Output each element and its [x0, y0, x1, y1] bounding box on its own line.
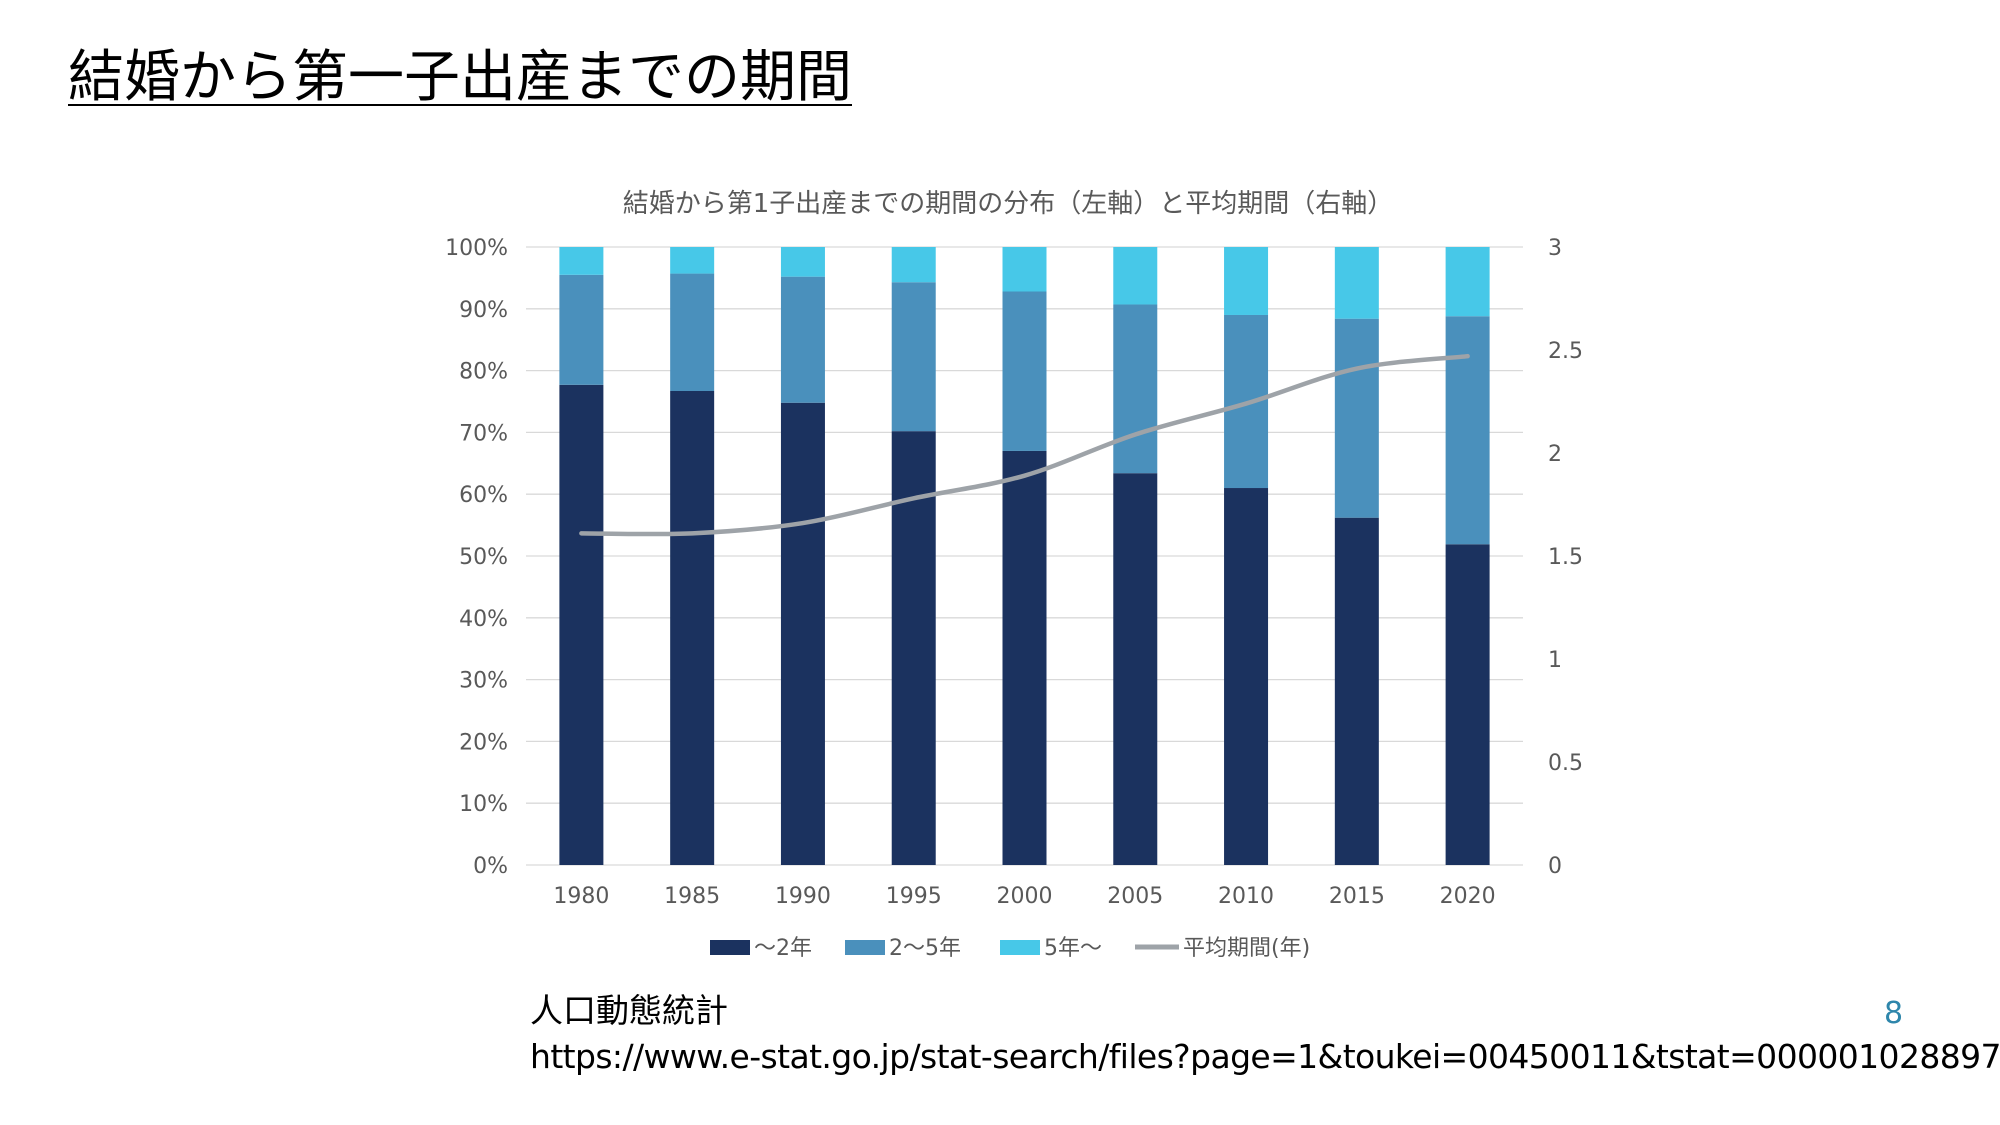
y-right-tick-label: 1.5	[1548, 545, 1583, 570]
bar-segment-1	[780, 402, 825, 865]
y-left-tick-label: 50%	[459, 545, 508, 570]
y-left-tick-label: 10%	[459, 792, 508, 817]
bar-segment-1	[559, 384, 604, 865]
legend-label: ～2年	[754, 936, 812, 961]
right-axis-ticks: 0 0.5 1 1.5 2 2.5 3	[1548, 236, 1583, 879]
bar-segment-3	[1113, 247, 1158, 305]
y-left-tick-label: 100%	[445, 236, 508, 261]
x-tick-label: 1985	[664, 884, 720, 909]
x-tick-label: 1990	[775, 884, 831, 909]
y-left-tick-label: 30%	[459, 669, 508, 694]
bar-segment-3	[670, 247, 715, 274]
x-tick-label: 2005	[1107, 884, 1163, 909]
bar-segment-2	[559, 274, 604, 385]
legend-swatch	[1000, 940, 1040, 955]
bar-segment-3	[780, 247, 825, 277]
bar-segment-2	[1445, 316, 1490, 545]
y-left-tick-label: 0%	[473, 854, 508, 879]
bar-segment-2	[670, 273, 715, 391]
bar-segment-3	[559, 247, 604, 275]
bar-segment-2	[1113, 304, 1158, 474]
bar-segment-2	[1002, 291, 1047, 451]
x-tick-label: 1980	[553, 884, 609, 909]
x-axis-ticks: 1980 1985 1990 1995 2000 2005 2010 2015 2020	[553, 884, 1495, 909]
source-label: 人口動態統計	[530, 991, 728, 1030]
y-right-tick-label: 2.5	[1548, 339, 1583, 364]
bar-segment-1	[670, 390, 715, 865]
bar-segment-3	[1445, 247, 1490, 317]
page-number: 8	[1884, 996, 1904, 1031]
legend-label: 5年～	[1044, 936, 1102, 961]
y-left-tick-label: 70%	[459, 421, 508, 446]
y-left-tick-label: 60%	[459, 483, 508, 508]
slide-title: 結婚から第一子出産までの期間	[68, 45, 852, 110]
bar-segment-1	[1334, 517, 1379, 865]
x-tick-label: 2010	[1218, 884, 1274, 909]
source-url[interactable]: https://www.e-stat.go.jp/stat-search/fil…	[530, 1037, 2000, 1076]
y-right-tick-label: 0	[1548, 854, 1562, 879]
bar-segment-3	[1334, 247, 1379, 319]
bar-segment-3	[891, 247, 936, 283]
bar-segment-3	[1002, 247, 1047, 292]
y-right-tick-label: 1	[1548, 648, 1562, 673]
legend-label: 2～5年	[889, 936, 961, 961]
average-line-layer	[579, 353, 1470, 537]
legend-label: 平均期間(年)	[1183, 936, 1310, 961]
chart-title: 結婚から第1子出産までの期間の分布（左軸）と平均期間（右軸）	[623, 189, 1394, 219]
x-tick-label: 2015	[1329, 884, 1385, 909]
y-left-tick-label: 40%	[459, 607, 508, 632]
x-tick-label: 1995	[886, 884, 942, 909]
bar-segment-1	[1002, 450, 1047, 865]
legend-swatch	[710, 940, 750, 955]
y-left-tick-label: 80%	[459, 360, 508, 385]
bar-segment-1	[1445, 544, 1490, 865]
legend: ～2年 2～5年 5年～ 平均期間(年)	[710, 936, 1310, 961]
y-right-tick-label: 2	[1548, 442, 1562, 467]
left-axis-ticks: 0% 10% 20% 30% 40% 50% 60% 70% 80% 90% 100%	[445, 236, 508, 879]
x-tick-label: 2020	[1440, 884, 1496, 909]
bar-segment-3	[1224, 247, 1269, 315]
bar-segment-1	[1113, 473, 1158, 865]
bar-segment-1	[1224, 488, 1269, 865]
y-left-tick-label: 90%	[459, 298, 508, 323]
bar-segment-2	[891, 282, 936, 432]
y-right-tick-label: 3	[1548, 236, 1562, 261]
y-left-tick-label: 20%	[459, 730, 508, 755]
y-right-tick-label: 0.5	[1548, 751, 1583, 776]
bars	[559, 247, 1490, 865]
bar-segment-2	[780, 276, 825, 403]
legend-swatch	[845, 940, 885, 955]
average-period-line	[579, 353, 1470, 537]
x-tick-label: 2000	[997, 884, 1053, 909]
bar-segment-2	[1334, 318, 1379, 518]
